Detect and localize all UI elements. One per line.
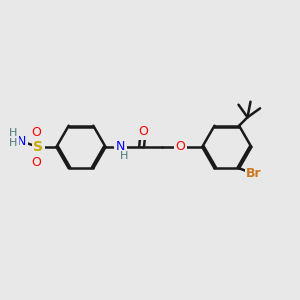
Text: S: S [33, 140, 43, 154]
Text: H: H [120, 151, 128, 161]
Text: H: H [9, 138, 18, 148]
Text: O: O [31, 125, 41, 139]
Text: N: N [116, 140, 125, 154]
Text: Br: Br [246, 167, 262, 180]
Text: O: O [138, 125, 148, 138]
Text: H: H [9, 128, 18, 138]
Text: O: O [31, 155, 41, 169]
Text: N: N [17, 135, 27, 148]
Text: O: O [176, 140, 185, 154]
